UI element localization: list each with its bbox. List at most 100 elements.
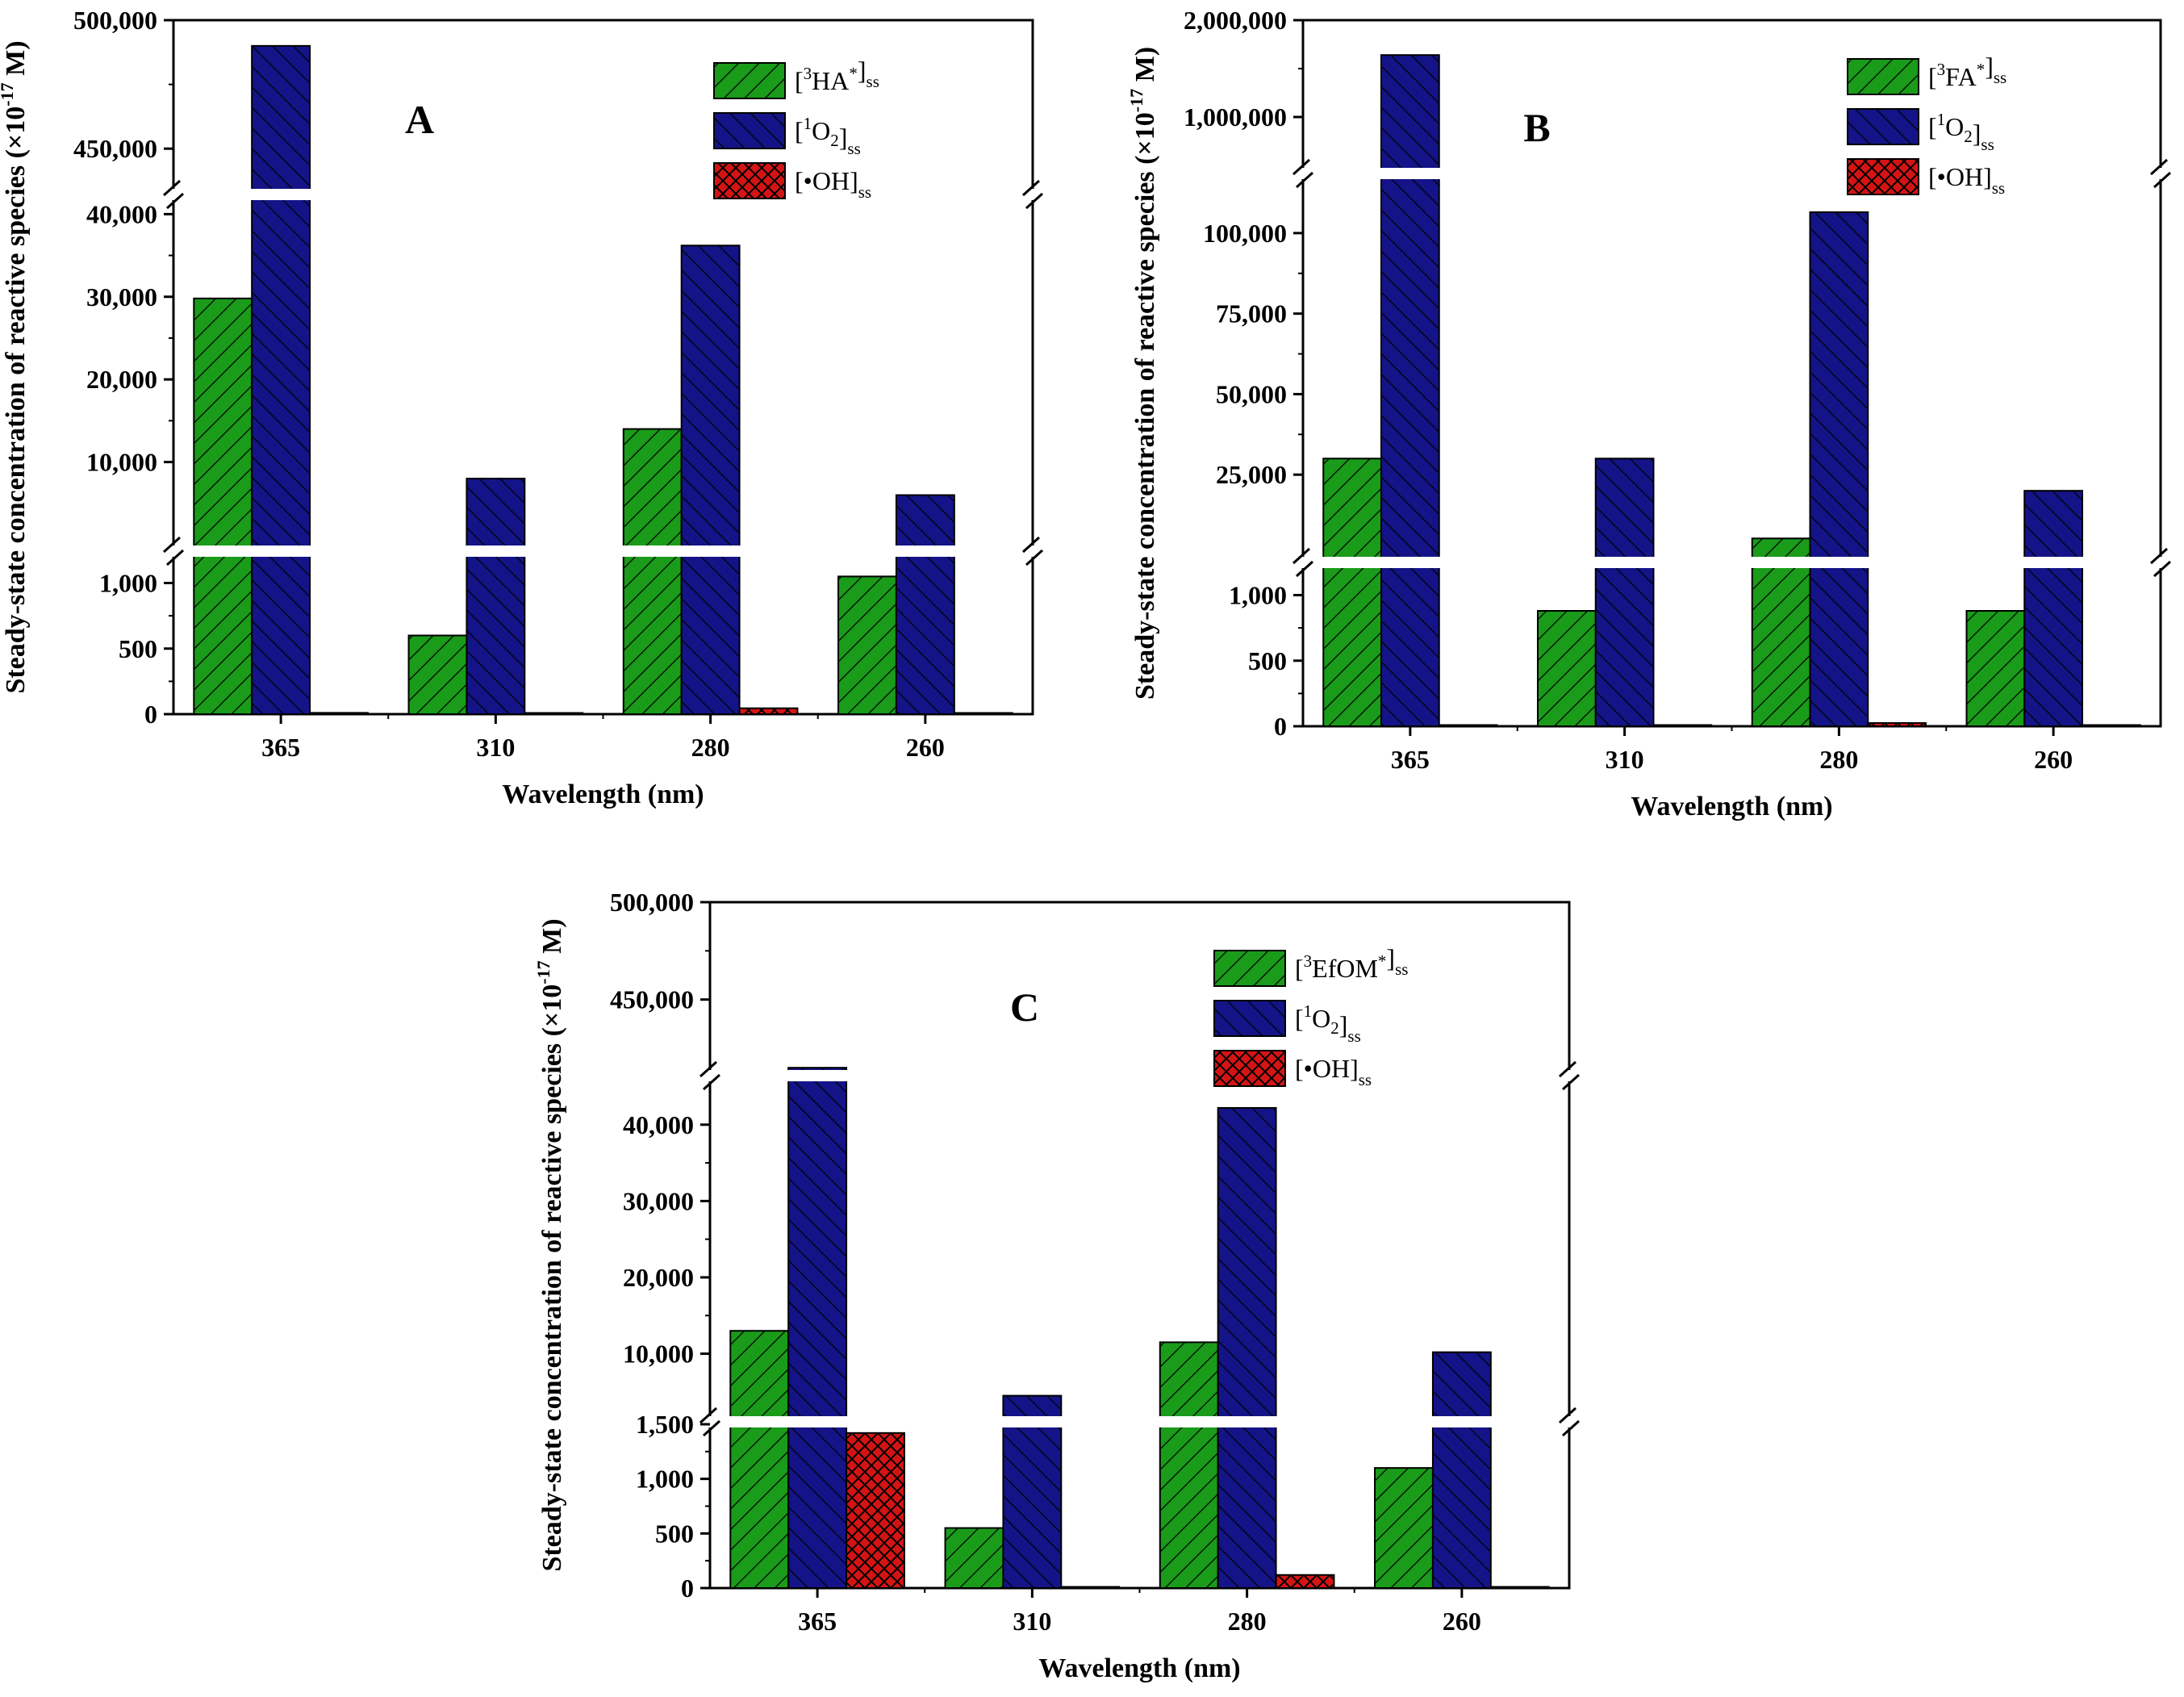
- legend-label: [3HA*]ss: [795, 56, 879, 95]
- bar-oh-280: [738, 707, 799, 715]
- x-tick-label: 365: [261, 733, 300, 762]
- bar-fa-365: [1322, 458, 1382, 727]
- y-tick-label: 0: [681, 1574, 694, 1603]
- x-tick-label: 260: [1443, 1607, 1481, 1636]
- x-tick-label: 260: [2034, 745, 2073, 774]
- y-axis-title: Steady-state concentration of reactive s…: [533, 918, 567, 1571]
- y-axis-title: Steady-state concentration of reactive s…: [1126, 47, 1160, 700]
- axis-break-mark: [2149, 158, 2169, 176]
- y-tick-label: 2,000,000: [1184, 6, 1287, 35]
- bar-oh-310: [1060, 1586, 1121, 1589]
- legend-swatch: [1847, 158, 1919, 195]
- y-tick-label: 500,000: [73, 6, 157, 35]
- bar-o2-260: [1431, 1351, 1492, 1589]
- bar-o2-365: [251, 44, 311, 716]
- bar-efom-365: [729, 1330, 790, 1590]
- x-tick-label: 280: [1228, 1607, 1267, 1636]
- axis-break-mark: [1021, 179, 1041, 197]
- bar-o2-280: [1809, 211, 1869, 727]
- legend-swatch: [713, 112, 786, 149]
- bar-efom-280: [1159, 1341, 1219, 1590]
- x-tick-label: 280: [691, 733, 730, 762]
- legend-swatch: [713, 62, 786, 99]
- y-tick-label: 40,000: [623, 1110, 694, 1139]
- y-tick-label: 50,000: [1216, 379, 1287, 408]
- axis-break-gap: [172, 189, 1034, 200]
- axis-break-mark: [702, 1073, 721, 1091]
- legend-swatch: [1847, 108, 1919, 145]
- bar-o2-310: [1594, 458, 1655, 727]
- legend-label: [3FA*]ss: [1928, 52, 2007, 91]
- x-axis-title: Wavelength (nm): [1038, 1653, 1240, 1683]
- legend-swatch: [713, 162, 786, 199]
- y-tick-label: 10,000: [86, 448, 157, 477]
- axis-break-mark: [702, 1419, 721, 1437]
- y-tick-label: 10,000: [623, 1340, 694, 1369]
- x-tick-label: 310: [476, 733, 515, 762]
- panel-letter: C: [1010, 984, 1039, 1030]
- panel-c: 365 310 280 260 0 500 1,000 1,500 10,000 20,000 30…: [533, 888, 1581, 1683]
- axis-break-mark: [1295, 560, 1314, 578]
- y-tick-label: 500: [119, 634, 157, 663]
- bar-oh-260: [2082, 724, 2141, 727]
- legend-label: [3EfOM*]ss: [1295, 943, 1408, 983]
- bar-oh-365: [1438, 724, 1498, 727]
- axis-break-mark: [162, 179, 182, 197]
- axis-break-mark: [1558, 1060, 1577, 1078]
- bar-oh-260: [953, 712, 1013, 715]
- axis-break-mark: [1561, 1419, 1581, 1437]
- x-tick-label: 280: [1819, 745, 1858, 774]
- y-tick-label: 500: [1248, 646, 1287, 675]
- y-tick-label: 0: [1274, 712, 1287, 741]
- bar-o2-365: [1380, 54, 1440, 727]
- bar-ha-365: [193, 297, 253, 715]
- bar-oh-280: [1867, 721, 1927, 727]
- bar-oh-280: [1275, 1574, 1335, 1590]
- bar-o2-310: [466, 478, 526, 715]
- y-tick-label: 75,000: [1216, 299, 1287, 328]
- bar-fa-310: [1536, 610, 1597, 727]
- legend-swatch: [1213, 950, 1286, 987]
- bar-efom-260: [1374, 1467, 1434, 1589]
- panel-a: 365 310 280 260 0 500 1,000 10,000 20,000 30,000 4…: [0, 6, 1044, 809]
- bar-o2-260: [895, 494, 955, 715]
- y-tick-label: 1,000: [636, 1465, 694, 1494]
- axis-break-mark: [1025, 192, 1044, 210]
- legend-label: [•OH]ss: [1295, 1054, 1372, 1089]
- axis-break-gap: [708, 1070, 1571, 1081]
- legend-label: [•OH]ss: [795, 166, 871, 202]
- axis-break-gap: [708, 1416, 1571, 1427]
- axis-break-mark: [165, 192, 185, 210]
- x-tick-label: 365: [1391, 745, 1430, 774]
- bar-oh-365: [846, 1432, 905, 1589]
- y-tick-label: 450,000: [73, 134, 157, 163]
- y-tick-label: 500: [655, 1519, 694, 1548]
- bar-o2-310: [1002, 1394, 1063, 1589]
- y-tick-label: 25,000: [1216, 460, 1287, 489]
- bar-o2-260: [2023, 490, 2084, 727]
- y-tick-label: 1,500: [636, 1410, 694, 1439]
- legend-swatch: [1213, 1050, 1286, 1087]
- y-tick-label: 40,000: [86, 199, 157, 228]
- x-tick-label: 310: [1606, 745, 1644, 774]
- legend-label: [1O2]ss: [795, 114, 861, 158]
- x-axis-title: Wavelength (nm): [1631, 792, 1832, 821]
- bar-o2-280: [680, 245, 741, 715]
- y-tick-label: 20,000: [86, 365, 157, 394]
- panel-letter: A: [405, 97, 434, 142]
- axis-break-mark: [1021, 536, 1041, 554]
- bar-ha-310: [407, 634, 468, 715]
- legend-label: [1O2]ss: [1295, 1001, 1361, 1046]
- chart-panels: 365 310 280 260 0 500 1,000 10,000 20,000 30,000 4…: [0, 6, 2172, 1683]
- bar-efom-310: [944, 1527, 1004, 1589]
- y-tick-label: 450,000: [610, 985, 694, 1014]
- x-axis-title: Wavelength (nm): [502, 780, 704, 809]
- y-axis-title: Steady-state concentration of reactive s…: [0, 40, 31, 693]
- axis-break-mark: [1561, 1073, 1581, 1091]
- y-tick-label: 20,000: [623, 1263, 694, 1292]
- axis-break-gap: [172, 545, 1034, 557]
- axis-break-mark: [699, 1407, 718, 1424]
- y-tick-label: 500,000: [610, 888, 694, 917]
- axis-break-mark: [165, 549, 185, 566]
